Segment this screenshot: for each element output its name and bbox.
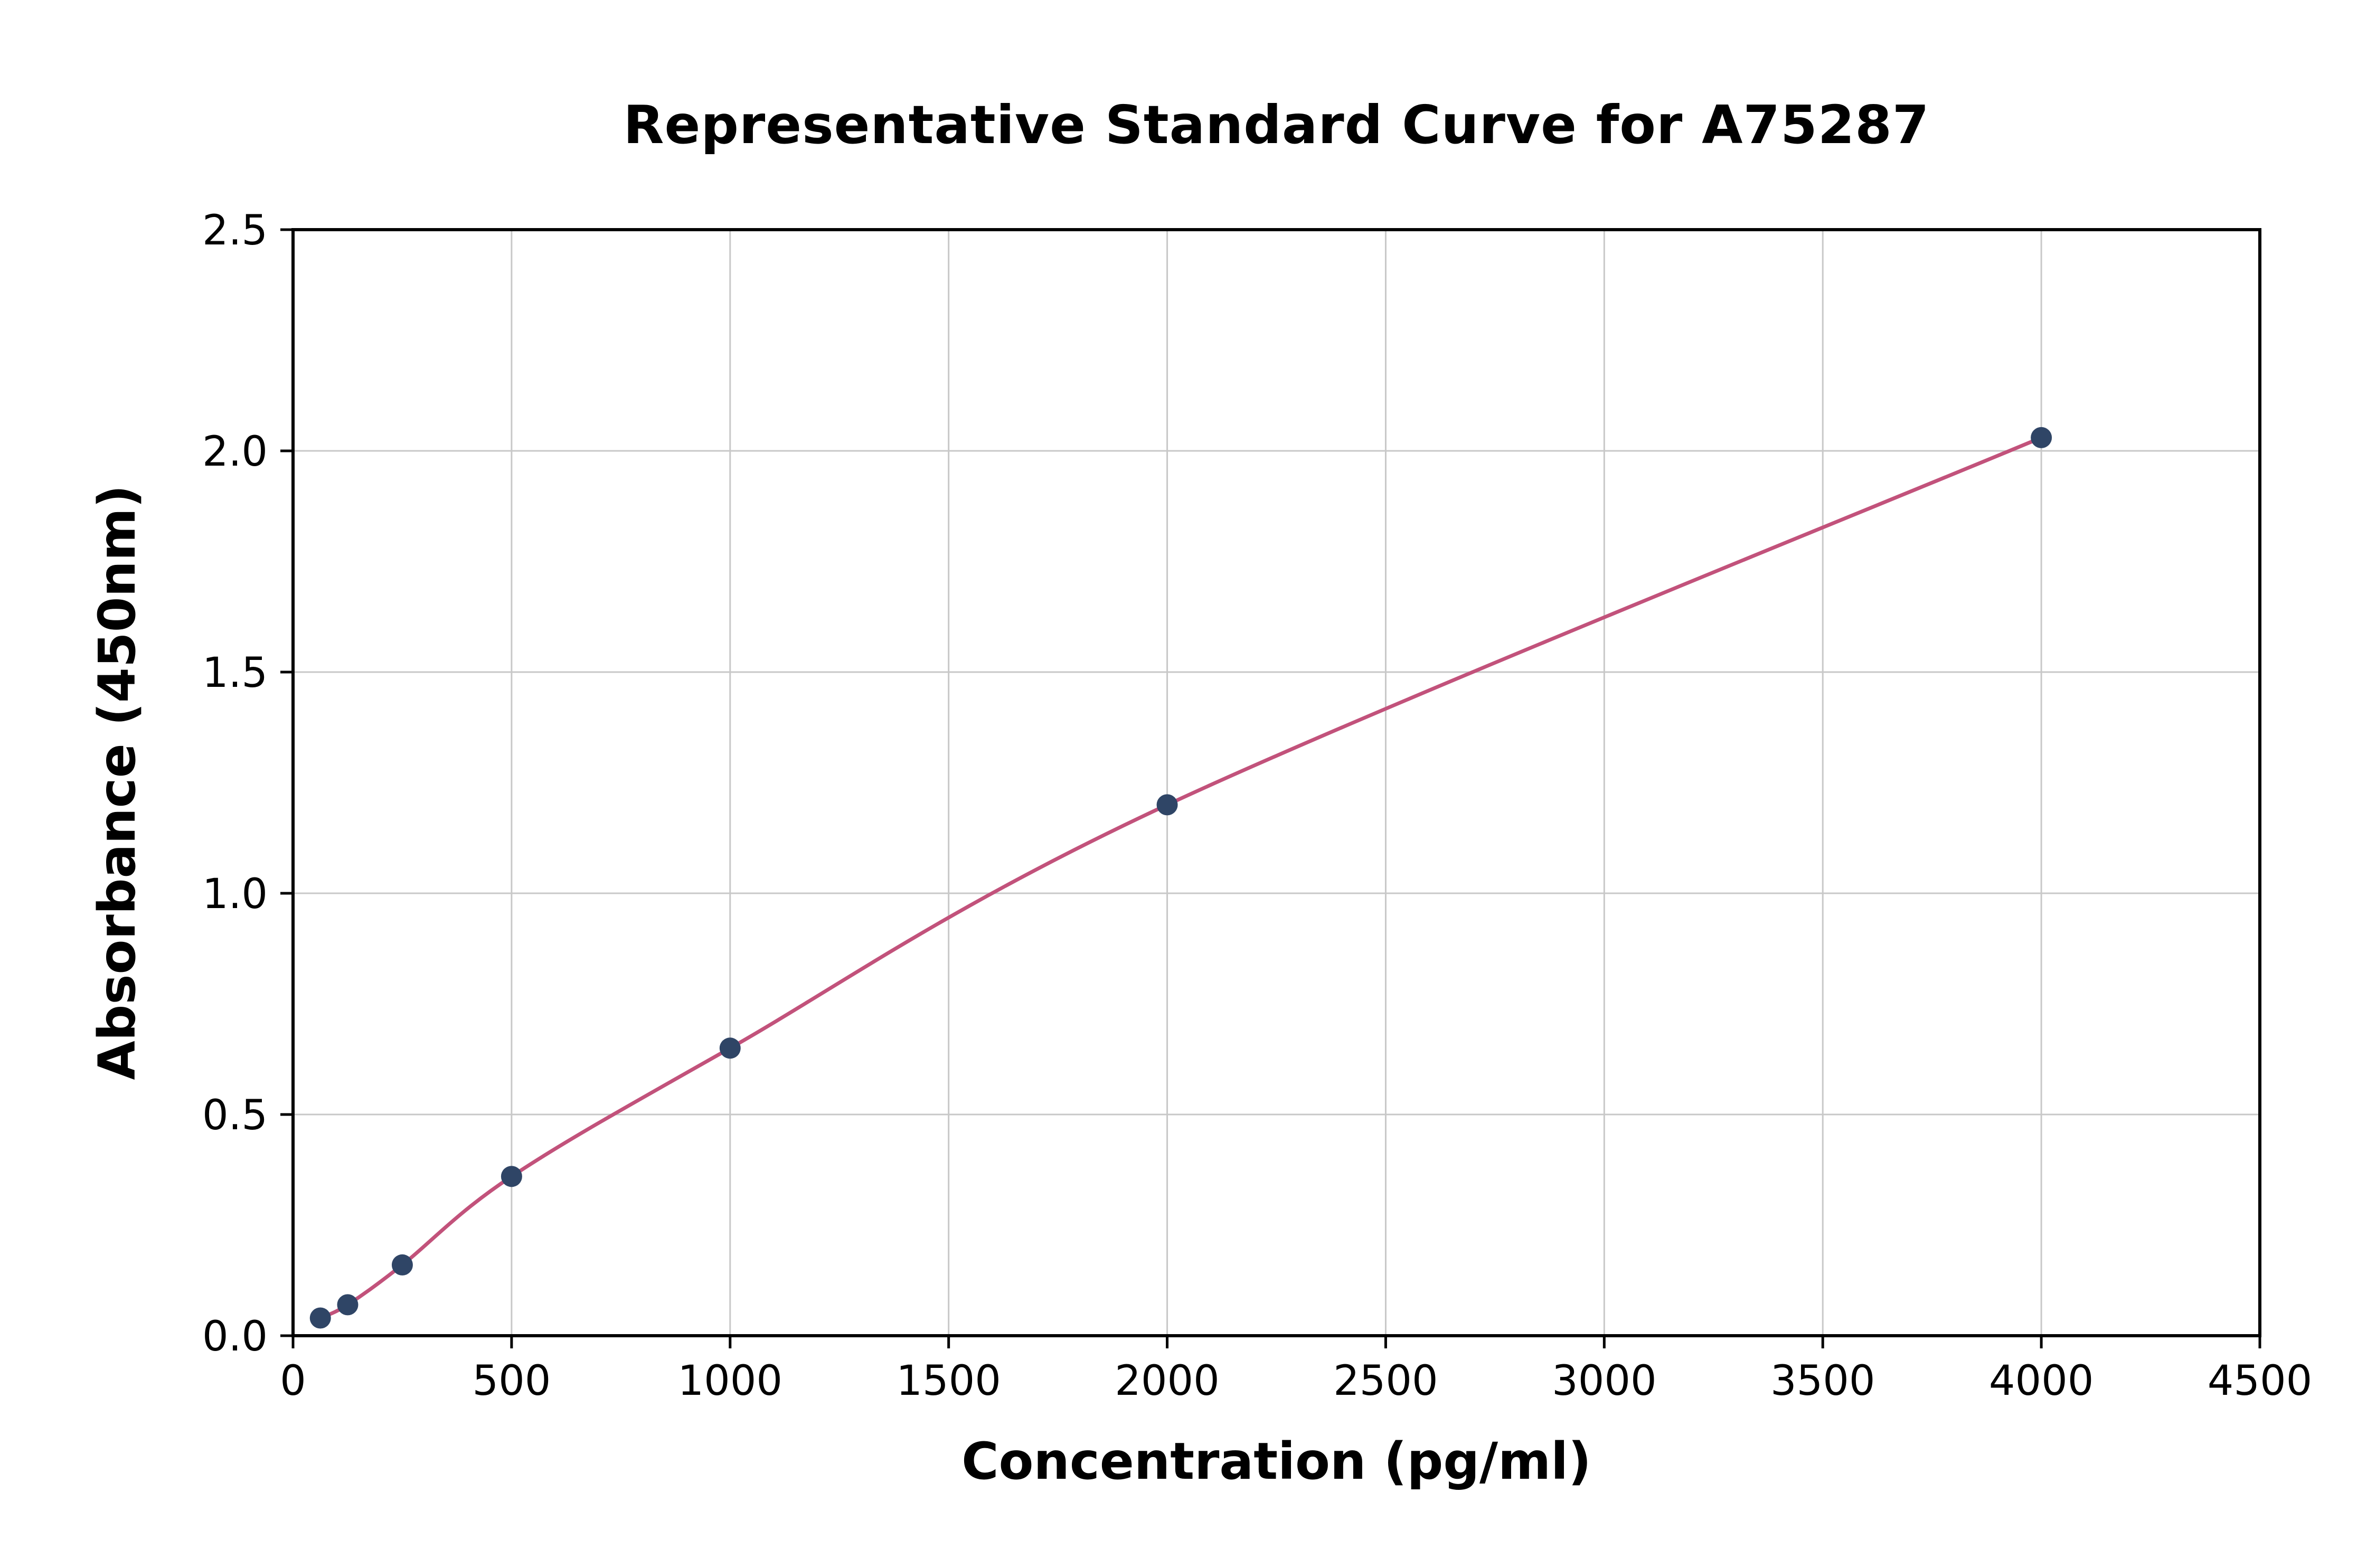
chart-title: Representative Standard Curve for A75287 <box>623 94 1930 156</box>
x-tick-label: 0 <box>280 1357 306 1405</box>
y-tick-label: 1.5 <box>202 649 268 697</box>
plot-border <box>291 228 2261 1337</box>
x-axis-label: Concentration (pg/ml) <box>961 1432 1591 1491</box>
y-tick-label: 2.5 <box>202 207 268 254</box>
x-tick-label: 2000 <box>1115 1357 1220 1405</box>
data-point <box>391 1254 413 1276</box>
x-tick-label: 1500 <box>896 1357 1001 1405</box>
data-point <box>337 1294 359 1316</box>
y-tick-label: 0.5 <box>202 1092 268 1139</box>
y-axis-label: Absorbance (450nm) <box>88 485 147 1080</box>
data-point <box>309 1307 331 1329</box>
x-tick-label: 4500 <box>2208 1357 2313 1405</box>
y-tick-label: 2.0 <box>202 428 268 476</box>
data-point <box>1156 794 1178 816</box>
x-tick-label: 3000 <box>1552 1357 1657 1405</box>
data-point <box>2031 427 2052 448</box>
x-tick-label: 3500 <box>1770 1357 1875 1405</box>
standard-curve-line <box>318 436 2043 1320</box>
y-tick-label: 0.0 <box>202 1313 268 1361</box>
y-tick-label: 1.0 <box>202 871 268 918</box>
x-tick-label: 1000 <box>678 1357 783 1405</box>
data-point <box>719 1037 741 1059</box>
x-tick-label: 500 <box>472 1357 551 1405</box>
data-point <box>501 1166 522 1187</box>
x-tick-label: 2500 <box>1333 1357 1438 1405</box>
x-tick-label: 4000 <box>1989 1357 2094 1405</box>
